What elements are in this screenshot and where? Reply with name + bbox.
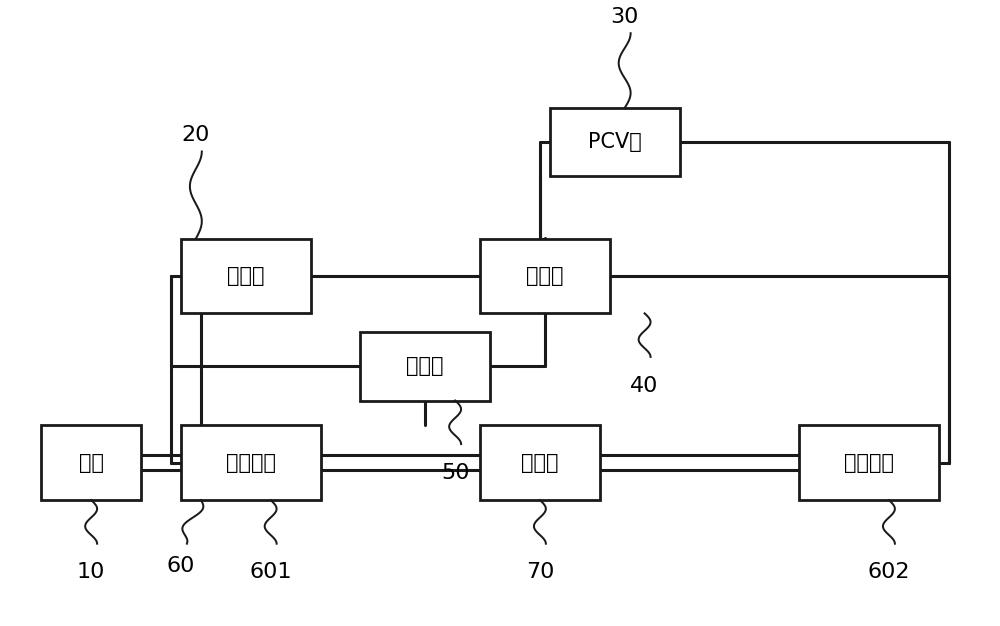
FancyBboxPatch shape (181, 239, 311, 314)
Text: 601: 601 (249, 562, 292, 582)
Text: PCV阀: PCV阀 (588, 132, 642, 152)
Text: 50: 50 (441, 463, 469, 483)
Text: 发动机: 发动机 (521, 453, 559, 473)
Text: 30: 30 (610, 7, 639, 27)
Text: 排气歧管: 排气歧管 (844, 453, 894, 473)
FancyBboxPatch shape (480, 426, 600, 500)
FancyBboxPatch shape (480, 239, 610, 314)
FancyBboxPatch shape (799, 426, 939, 500)
Text: 空滤: 空滤 (79, 453, 104, 473)
FancyBboxPatch shape (41, 426, 141, 500)
Text: 进气歧管: 进气歧管 (226, 453, 276, 473)
Text: 60: 60 (167, 556, 195, 576)
Text: 40: 40 (630, 376, 659, 396)
FancyBboxPatch shape (550, 108, 680, 177)
Text: 70: 70 (526, 562, 554, 582)
Text: 10: 10 (77, 562, 105, 582)
FancyBboxPatch shape (181, 426, 320, 500)
Text: 20: 20 (182, 125, 210, 145)
Text: 602: 602 (868, 562, 910, 582)
Text: 真空阀: 真空阀 (526, 266, 564, 286)
Text: 开关阀: 开关阀 (406, 356, 444, 376)
FancyBboxPatch shape (360, 332, 490, 401)
Text: 空气泵: 空气泵 (227, 266, 264, 286)
